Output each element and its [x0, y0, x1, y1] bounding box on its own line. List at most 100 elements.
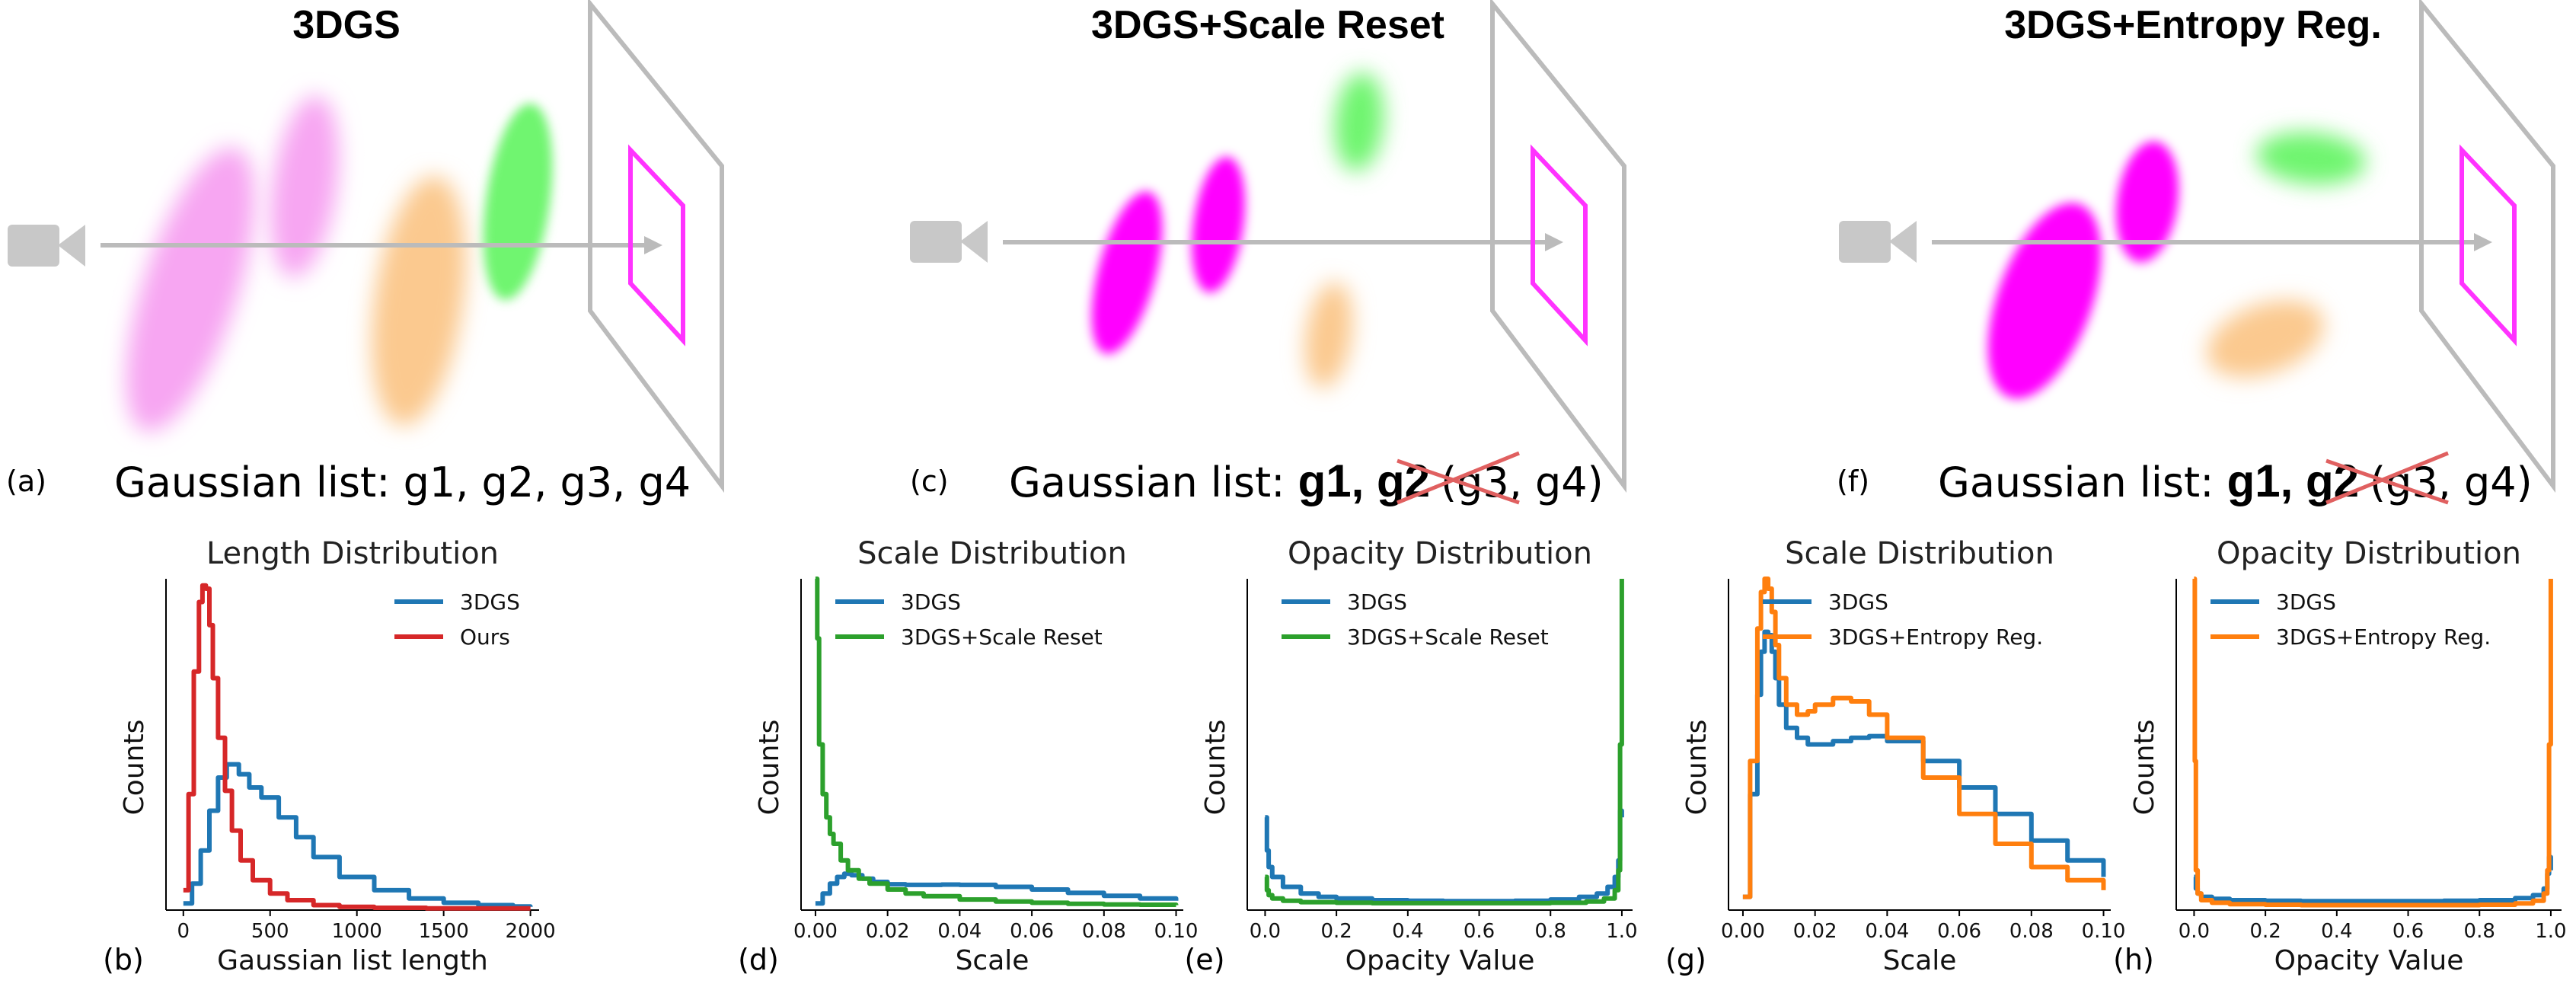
x-tick-label: 0.4: [1392, 920, 1423, 943]
x-axis-label: Gaussian list length: [217, 945, 488, 976]
panel-letter: (d): [738, 943, 779, 976]
legend-label: 3DGS: [901, 589, 961, 615]
gaussian-blobs-f: [1987, 132, 2366, 399]
series-line-3dgs-entropy-reg-: [1742, 577, 2106, 899]
x-tick-label: 0.10: [1154, 920, 1199, 943]
x-tick-label: 0: [177, 920, 190, 943]
series-line-3dgs-scale-reset: [1264, 579, 1624, 906]
ray-arrow: [101, 236, 662, 254]
legend: 3DGS 3DGS+Scale Reset: [835, 589, 1103, 650]
legend-label: 3DGS+Entropy Reg.: [2276, 624, 2491, 650]
panel-a-letter: (a): [6, 465, 46, 498]
legend-label: 3DGS: [460, 589, 520, 615]
x-tick-label: 1500: [419, 920, 469, 943]
x-tick-label: 0.0: [2179, 920, 2210, 943]
gaussian-g4: [2256, 132, 2366, 185]
gaussian-g1: [1091, 191, 1163, 354]
x-tick-label: 0.2: [2249, 920, 2281, 943]
gaussian-blobs-a: [126, 96, 553, 432]
gaussian-g2: [270, 96, 339, 277]
strike-mark: [1397, 451, 1520, 505]
x-tick-label: 0.6: [1464, 920, 1495, 943]
chart-title: Scale Distribution: [1785, 536, 2054, 571]
gaussian-g4: [483, 104, 553, 300]
gaussian-list-c: Gaussian list: g1, g2 (g3, g4): [1009, 455, 1604, 506]
x-axis-label: Scale: [956, 945, 1029, 976]
series-line-3dgs: [1742, 629, 2106, 899]
y-axis-label: Counts: [119, 720, 150, 816]
legend: 3DGS Ours: [394, 589, 520, 650]
x-tick-label: 0.6: [2392, 920, 2424, 943]
x-tick-label: 0.04: [937, 920, 982, 943]
x-tick-label: 0.06: [1937, 920, 1981, 943]
gaussian-list-a: Gaussian list: g1, g2, g3, g4: [114, 458, 691, 506]
x-tick-label: 0.02: [1793, 920, 1837, 943]
gaussian-g2: [2115, 141, 2179, 263]
gaussian-g3: [2207, 300, 2324, 378]
series-line-3dgs: [183, 762, 533, 909]
camera-icon: [910, 221, 988, 263]
chart-title: Scale Distribution: [857, 536, 1127, 571]
x-tick-label: 0.10: [2082, 920, 2126, 943]
legend-label: 3DGS: [1347, 589, 1407, 615]
pixel-frame: [2459, 144, 2517, 347]
x-axis-label: Scale: [1883, 945, 1957, 976]
x-axis-label: Opacity Value: [1345, 945, 1535, 976]
chart-d: Scale Distribution 0.00 0.02 0.04 0.06 0.08 0.…: [738, 536, 1198, 976]
panel-c-letter: (c): [910, 465, 949, 498]
chart-g: Scale Distribution 0.00 0.02 0.04 0.06 0.08 0.…: [1665, 536, 2125, 976]
chart-b: Length Distribution 0 500 1000 1500 2000 Gauss…: [103, 536, 556, 976]
chart-title: Opacity Distribution: [2217, 536, 2521, 571]
y-axis-label: Counts: [2129, 720, 2160, 816]
x-tick-label: 0.08: [2009, 920, 2054, 943]
legend: 3DGS 3DGS+Entropy Reg.: [2211, 589, 2491, 650]
panel-letter: (e): [1184, 943, 1224, 976]
image-plane: [1490, 0, 1626, 493]
x-tick-label: 0.08: [1082, 920, 1126, 943]
legend-label: 3DGS: [2276, 589, 2336, 615]
x-tick-label: 0.06: [1010, 920, 1054, 943]
legend-label: 3DGS: [1828, 589, 1888, 615]
x-tick-label: 1.0: [1606, 920, 1637, 943]
chart-title: Length Distribution: [206, 536, 499, 571]
x-tick-label: 0.4: [2321, 920, 2352, 943]
gaussian-g1: [126, 147, 255, 432]
panel-letter: (b): [103, 943, 144, 976]
x-tick-label: 0.8: [1535, 920, 1566, 943]
series-line-ours: [183, 583, 531, 911]
legend: 3DGS 3DGS+Entropy Reg.: [1763, 589, 2043, 650]
x-tick-label: 1.0: [2535, 920, 2566, 943]
panel-letter: (h): [2113, 943, 2154, 976]
gaussian-list-f: Gaussian list: g1, g2 (g3, g4): [1938, 455, 2533, 506]
x-tick-label: 0.0: [1250, 920, 1281, 943]
legend-label: 3DGS+Scale Reset: [1347, 624, 1549, 650]
y-axis-label: Counts: [754, 720, 785, 816]
ray-arrow: [1003, 233, 1563, 251]
strike-mark: [2325, 451, 2449, 505]
camera-icon: [8, 225, 85, 267]
pixel-frame: [1531, 144, 1588, 347]
x-tick-label: 0.8: [2464, 920, 2495, 943]
legend-label: 3DGS+Scale Reset: [901, 624, 1103, 650]
gaussian-g4: [1334, 72, 1384, 171]
ray-arrow: [1932, 233, 2492, 251]
x-axis-label: Opacity Value: [2274, 945, 2464, 976]
chart-title: Opacity Distribution: [1288, 536, 1592, 571]
x-tick-label: 0.2: [1320, 920, 1352, 943]
panel-letter: (g): [1665, 943, 1706, 976]
gaussian-g3: [372, 176, 466, 426]
panel-f-illustration: 3DGS+Entropy Reg. (f) Gaussian list: g1,…: [1837, 0, 2555, 506]
x-tick-label: 500: [251, 920, 289, 943]
panel-c-title: 3DGS+Scale Reset: [1091, 3, 1444, 47]
x-tick-label: 1000: [332, 920, 382, 943]
y-axis-label: Counts: [1681, 720, 1713, 816]
panel-a-illustration: 3DGS (a) Gaussian list: g1, g2, g3, g4: [6, 0, 724, 506]
series-line-3dgs: [1264, 808, 1624, 904]
gaussian-g2: [1192, 156, 1245, 293]
image-plane: [2419, 0, 2555, 493]
pixel-frame: [628, 144, 685, 347]
chart-h: Opacity Distribution 0.0 0.2 0.4 0.6 0.8 1.0 Op…: [2113, 536, 2566, 976]
panel-f-title: 3DGS+Entropy Reg.: [2004, 3, 2382, 47]
x-tick-label: 0.04: [1865, 920, 1909, 943]
